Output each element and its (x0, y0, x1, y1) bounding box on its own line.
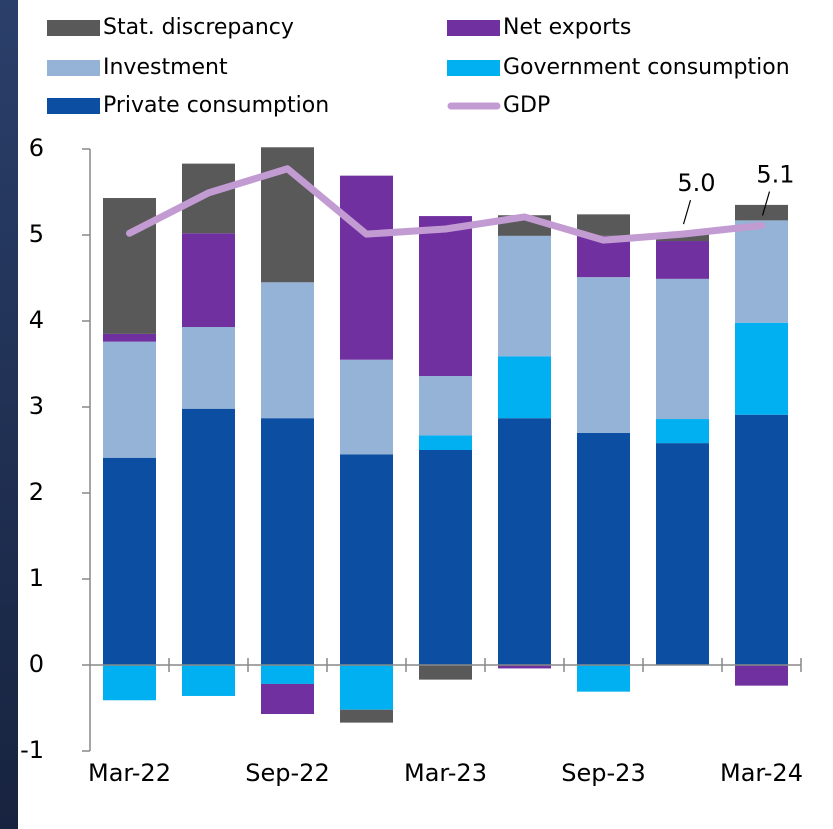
bar-segment (182, 327, 235, 409)
bar-segment (103, 665, 156, 701)
label-leader (682, 199, 692, 225)
bar-segment (656, 443, 709, 665)
bar-segment (340, 665, 393, 710)
bar-segment (261, 665, 314, 684)
x-tick-label: Sep-22 (245, 759, 329, 787)
bar-segment (656, 241, 709, 279)
bar-segment (656, 419, 709, 444)
y-tick-label: 5 (29, 220, 44, 248)
y-tick-label: 2 (29, 478, 44, 506)
bar-segment (735, 414, 788, 665)
bar-segment (498, 235, 551, 357)
legend-swatch (447, 60, 500, 76)
bar-segment (419, 435, 472, 450)
legend-label: Investment (103, 55, 228, 80)
bar-segment (340, 175, 393, 360)
legend-label: Stat. discrepancy (103, 15, 294, 40)
bar-segment (735, 665, 788, 686)
label-leader (761, 191, 771, 216)
bar-segment (261, 282, 314, 419)
bar-segment (735, 322, 788, 415)
bar-segment (261, 683, 314, 715)
legend-swatch (447, 20, 500, 36)
legend-swatch (47, 60, 100, 76)
x-tick-label: Mar-22 (88, 759, 171, 787)
bar-segment (103, 333, 156, 342)
data-label: 5.0 (677, 169, 715, 197)
legend-swatch (47, 98, 100, 114)
bar-segment (419, 665, 472, 680)
bar-segment (103, 457, 156, 665)
bar-segment (577, 432, 630, 665)
bar-segment (182, 233, 235, 328)
legend-label: GDP (503, 93, 550, 118)
bar-segment (577, 665, 630, 692)
bar-segment (182, 408, 235, 665)
bar-segment (340, 454, 393, 665)
bar-segment (182, 665, 235, 696)
gdp-line (126, 165, 765, 244)
y-tick-label: 6 (29, 134, 44, 162)
background-strip (0, 0, 18, 829)
bar-segment (735, 220, 788, 323)
y-tick-label: 4 (29, 306, 44, 334)
bar-segment (498, 418, 551, 665)
bar-segment (340, 709, 393, 723)
legend-label: Net exports (503, 15, 631, 40)
bar-segment (577, 214, 630, 236)
y-tick-label: 1 (29, 564, 44, 592)
y-tick-label: -1 (20, 736, 44, 764)
y-tick-label: 0 (29, 650, 44, 678)
x-tick-label: Sep-23 (561, 759, 645, 787)
x-tick-label: Mar-24 (720, 759, 803, 787)
bar-segment (419, 216, 472, 377)
bar-segment (419, 450, 472, 665)
bar-segment (498, 665, 551, 669)
bar-segment (340, 359, 393, 455)
data-label: 5.1 (756, 161, 794, 189)
bar-segment (419, 376, 472, 436)
bar-segment (577, 277, 630, 433)
bar-segment (656, 278, 709, 420)
bar-segment (498, 356, 551, 419)
legend-label: Private consumption (103, 93, 329, 118)
y-tick-label: 3 (29, 392, 44, 420)
bar-segment (735, 204, 788, 221)
legend-label: Government consumption (503, 55, 790, 80)
x-tick-label: Mar-23 (404, 759, 487, 787)
legend-swatch (47, 20, 100, 36)
bar-segment (103, 341, 156, 458)
bar-segment (103, 198, 156, 334)
bar-segment (261, 418, 314, 665)
